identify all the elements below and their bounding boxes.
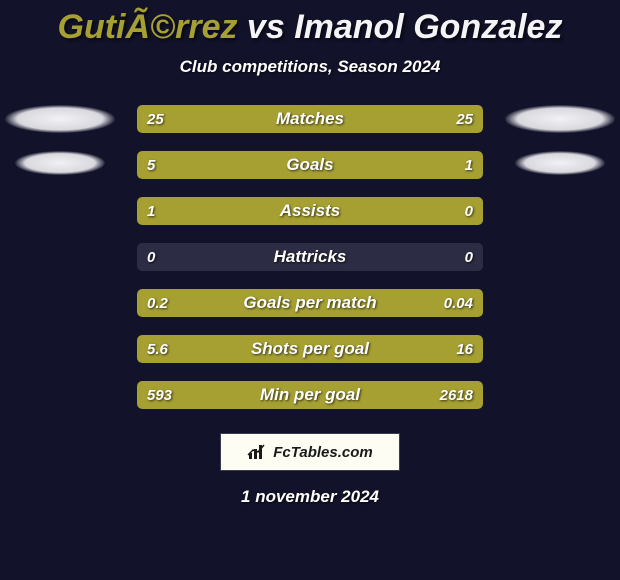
stat-value-left: 0	[147, 243, 155, 271]
stat-row: 0 0Hattricks	[137, 243, 483, 271]
stat-value-right: 25	[456, 105, 473, 133]
stat-value-left: 1	[147, 197, 155, 225]
stat-row: 10Assists	[137, 197, 483, 225]
stat-value-left: 593	[147, 381, 172, 409]
stat-value-left: 0.2	[147, 289, 168, 317]
stat-row: 5932618Min per goal	[137, 381, 483, 409]
stat-row: 2525Matches	[137, 105, 483, 133]
stat-value-right: 0	[465, 243, 473, 271]
comparison-title: GutiÃ©rrez vs Imanol Gonzalez	[0, 0, 620, 47]
player-right-shadow-1	[505, 105, 615, 133]
watermark-text: FcTables.com	[273, 444, 372, 461]
player-left-shadow-1	[5, 105, 115, 133]
stat-value-left: 5.6	[147, 335, 168, 363]
player-right-shadow-2	[515, 151, 605, 175]
stat-bars: 2525Matches51Goals10Assists00Hattricks0.…	[137, 105, 483, 409]
stat-value-right: 2618	[440, 381, 473, 409]
date-line: 1 november 2024	[0, 487, 620, 507]
player-right-silhouette	[500, 105, 620, 175]
stat-value-left: 5	[147, 151, 155, 179]
stat-fill-left	[137, 197, 483, 225]
title-right-name: Imanol Gonzalez	[294, 8, 562, 46]
stat-value-right: 1	[465, 151, 473, 179]
player-left-silhouette	[0, 105, 120, 175]
stat-fill-left	[137, 289, 483, 317]
watermark-chart-icon	[247, 443, 267, 461]
player-left-shadow-2	[15, 151, 105, 175]
stat-fill-left	[137, 151, 400, 179]
stat-label: Hattricks	[137, 243, 483, 271]
stat-value-right: 0.04	[444, 289, 473, 317]
stat-row: 5.616Shots per goal	[137, 335, 483, 363]
subtitle: Club competitions, Season 2024	[0, 57, 620, 77]
watermark: FcTables.com	[220, 433, 400, 471]
stat-fill-right	[220, 335, 483, 363]
title-vs: vs	[237, 8, 294, 46]
stat-row: 0.20.04Goals per match	[137, 289, 483, 317]
title-left-name: GutiÃ©rrez	[58, 8, 238, 46]
stat-value-left: 25	[147, 105, 164, 133]
stat-value-right: 16	[456, 335, 473, 363]
comparison-arena: 2525Matches51Goals10Assists00Hattricks0.…	[0, 105, 620, 409]
stat-value-right: 0	[465, 197, 473, 225]
stat-row: 51Goals	[137, 151, 483, 179]
